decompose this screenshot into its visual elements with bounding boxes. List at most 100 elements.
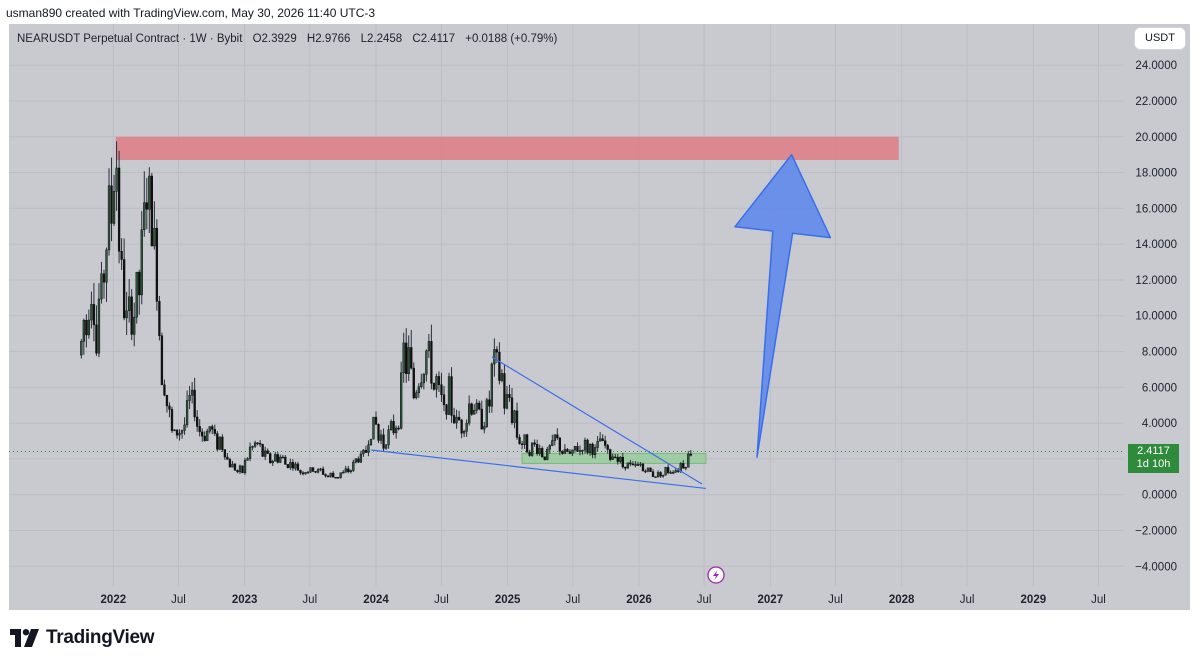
chart-credit: usman890 created with TradingView.com, M… — [6, 6, 376, 20]
wedge-lower-trendline — [370, 449, 706, 490]
ohlc-high: H2.9766 — [306, 33, 351, 45]
candle-up — [231, 463, 234, 468]
candle-down — [160, 335, 164, 386]
y-tick-label: 6.0000 — [1142, 382, 1177, 394]
candle-down — [233, 463, 237, 471]
candle-down — [566, 449, 569, 452]
candle-down — [170, 409, 174, 431]
candle-up — [583, 439, 587, 451]
y-tick-label: −4.0000 — [1135, 561, 1177, 573]
candle-up — [389, 421, 393, 430]
candle-down — [163, 384, 166, 396]
candle-down — [629, 462, 632, 465]
candle-up — [246, 458, 249, 461]
candle-up — [140, 229, 143, 296]
candle-up — [546, 448, 549, 460]
candle-up — [551, 440, 554, 446]
x-tick-label: 2027 — [758, 594, 784, 606]
candle-down — [636, 464, 640, 466]
candle-down — [198, 426, 201, 433]
y-tick-label: −2.0000 — [1135, 526, 1177, 538]
candle-up — [455, 416, 458, 424]
candle-down — [291, 462, 295, 469]
candle-down — [442, 394, 446, 406]
candle-up — [135, 271, 138, 318]
candle-down — [460, 419, 463, 434]
candle-down — [533, 442, 536, 445]
candle-down — [604, 440, 607, 446]
candle-down — [495, 349, 499, 353]
candle-up — [359, 453, 363, 463]
candle-up — [468, 403, 471, 424]
candle-down — [568, 451, 572, 454]
candle-up — [656, 472, 660, 477]
candle-down — [301, 472, 305, 475]
candle-up — [379, 434, 383, 441]
candle-up — [329, 472, 332, 477]
candle-down — [616, 457, 619, 462]
candle-up — [523, 434, 526, 445]
candle-down — [211, 426, 214, 430]
candle-up — [316, 469, 320, 473]
candle-up — [415, 392, 418, 399]
candle-down — [430, 341, 433, 384]
currency-button[interactable]: USDT — [1135, 28, 1185, 49]
candle-up — [672, 471, 675, 474]
candle-down — [168, 405, 171, 410]
candle-down — [586, 439, 589, 453]
candle-up — [490, 363, 493, 407]
candle-down — [332, 472, 335, 478]
candle-down — [445, 404, 448, 415]
candle-up — [362, 450, 365, 455]
last-price-tag: 2.4117 1d 10h — [1128, 444, 1179, 473]
candle-down — [334, 476, 337, 479]
candle-up — [115, 167, 118, 192]
candle-down — [541, 448, 544, 458]
candle-down — [556, 434, 559, 439]
chart-area[interactable] — [9, 24, 1190, 610]
candle-down — [397, 427, 400, 430]
candle-down — [515, 410, 519, 438]
candle-up — [185, 400, 189, 426]
candle-up — [352, 461, 355, 471]
ohlc-open: O2.3929 — [252, 33, 297, 45]
candle-down — [276, 454, 279, 463]
candle-down — [405, 342, 408, 375]
lightning-icon-bolt — [713, 570, 719, 580]
y-tick-label: 8.0000 — [1142, 347, 1177, 359]
candle-up — [684, 467, 687, 469]
candle-up — [634, 464, 637, 466]
candle-down — [649, 467, 652, 472]
candle-up — [465, 422, 468, 432]
candle-down — [130, 296, 133, 335]
candle-down — [412, 367, 415, 399]
candle-down — [536, 444, 539, 454]
candle-down — [321, 468, 325, 475]
candle-up — [598, 438, 602, 442]
candle-up — [493, 349, 496, 365]
candle-up — [674, 470, 677, 473]
brand-logo[interactable]: TradingView — [10, 627, 155, 649]
y-tick-label: 0.0000 — [1142, 490, 1177, 502]
brand-name: TradingView — [46, 627, 155, 648]
candle-up — [339, 472, 342, 478]
candle-down — [576, 446, 579, 452]
candle-down — [651, 471, 655, 477]
candle-down — [216, 433, 219, 450]
candle-up — [80, 341, 83, 356]
candle-down — [296, 463, 300, 471]
candle-up — [596, 440, 599, 448]
candle-up — [87, 319, 91, 336]
x-tick-label: Jul — [697, 594, 712, 606]
tradingview-logo-icon — [10, 629, 39, 647]
candle-up — [394, 427, 398, 434]
candle-up — [387, 429, 390, 446]
candle-up — [349, 470, 352, 473]
candle-down — [543, 456, 546, 460]
candle-up — [100, 273, 103, 300]
y-tick-label: 18.0000 — [1135, 168, 1177, 180]
candle-up — [188, 395, 191, 401]
candle-up — [304, 472, 307, 475]
candle-down — [470, 403, 473, 415]
